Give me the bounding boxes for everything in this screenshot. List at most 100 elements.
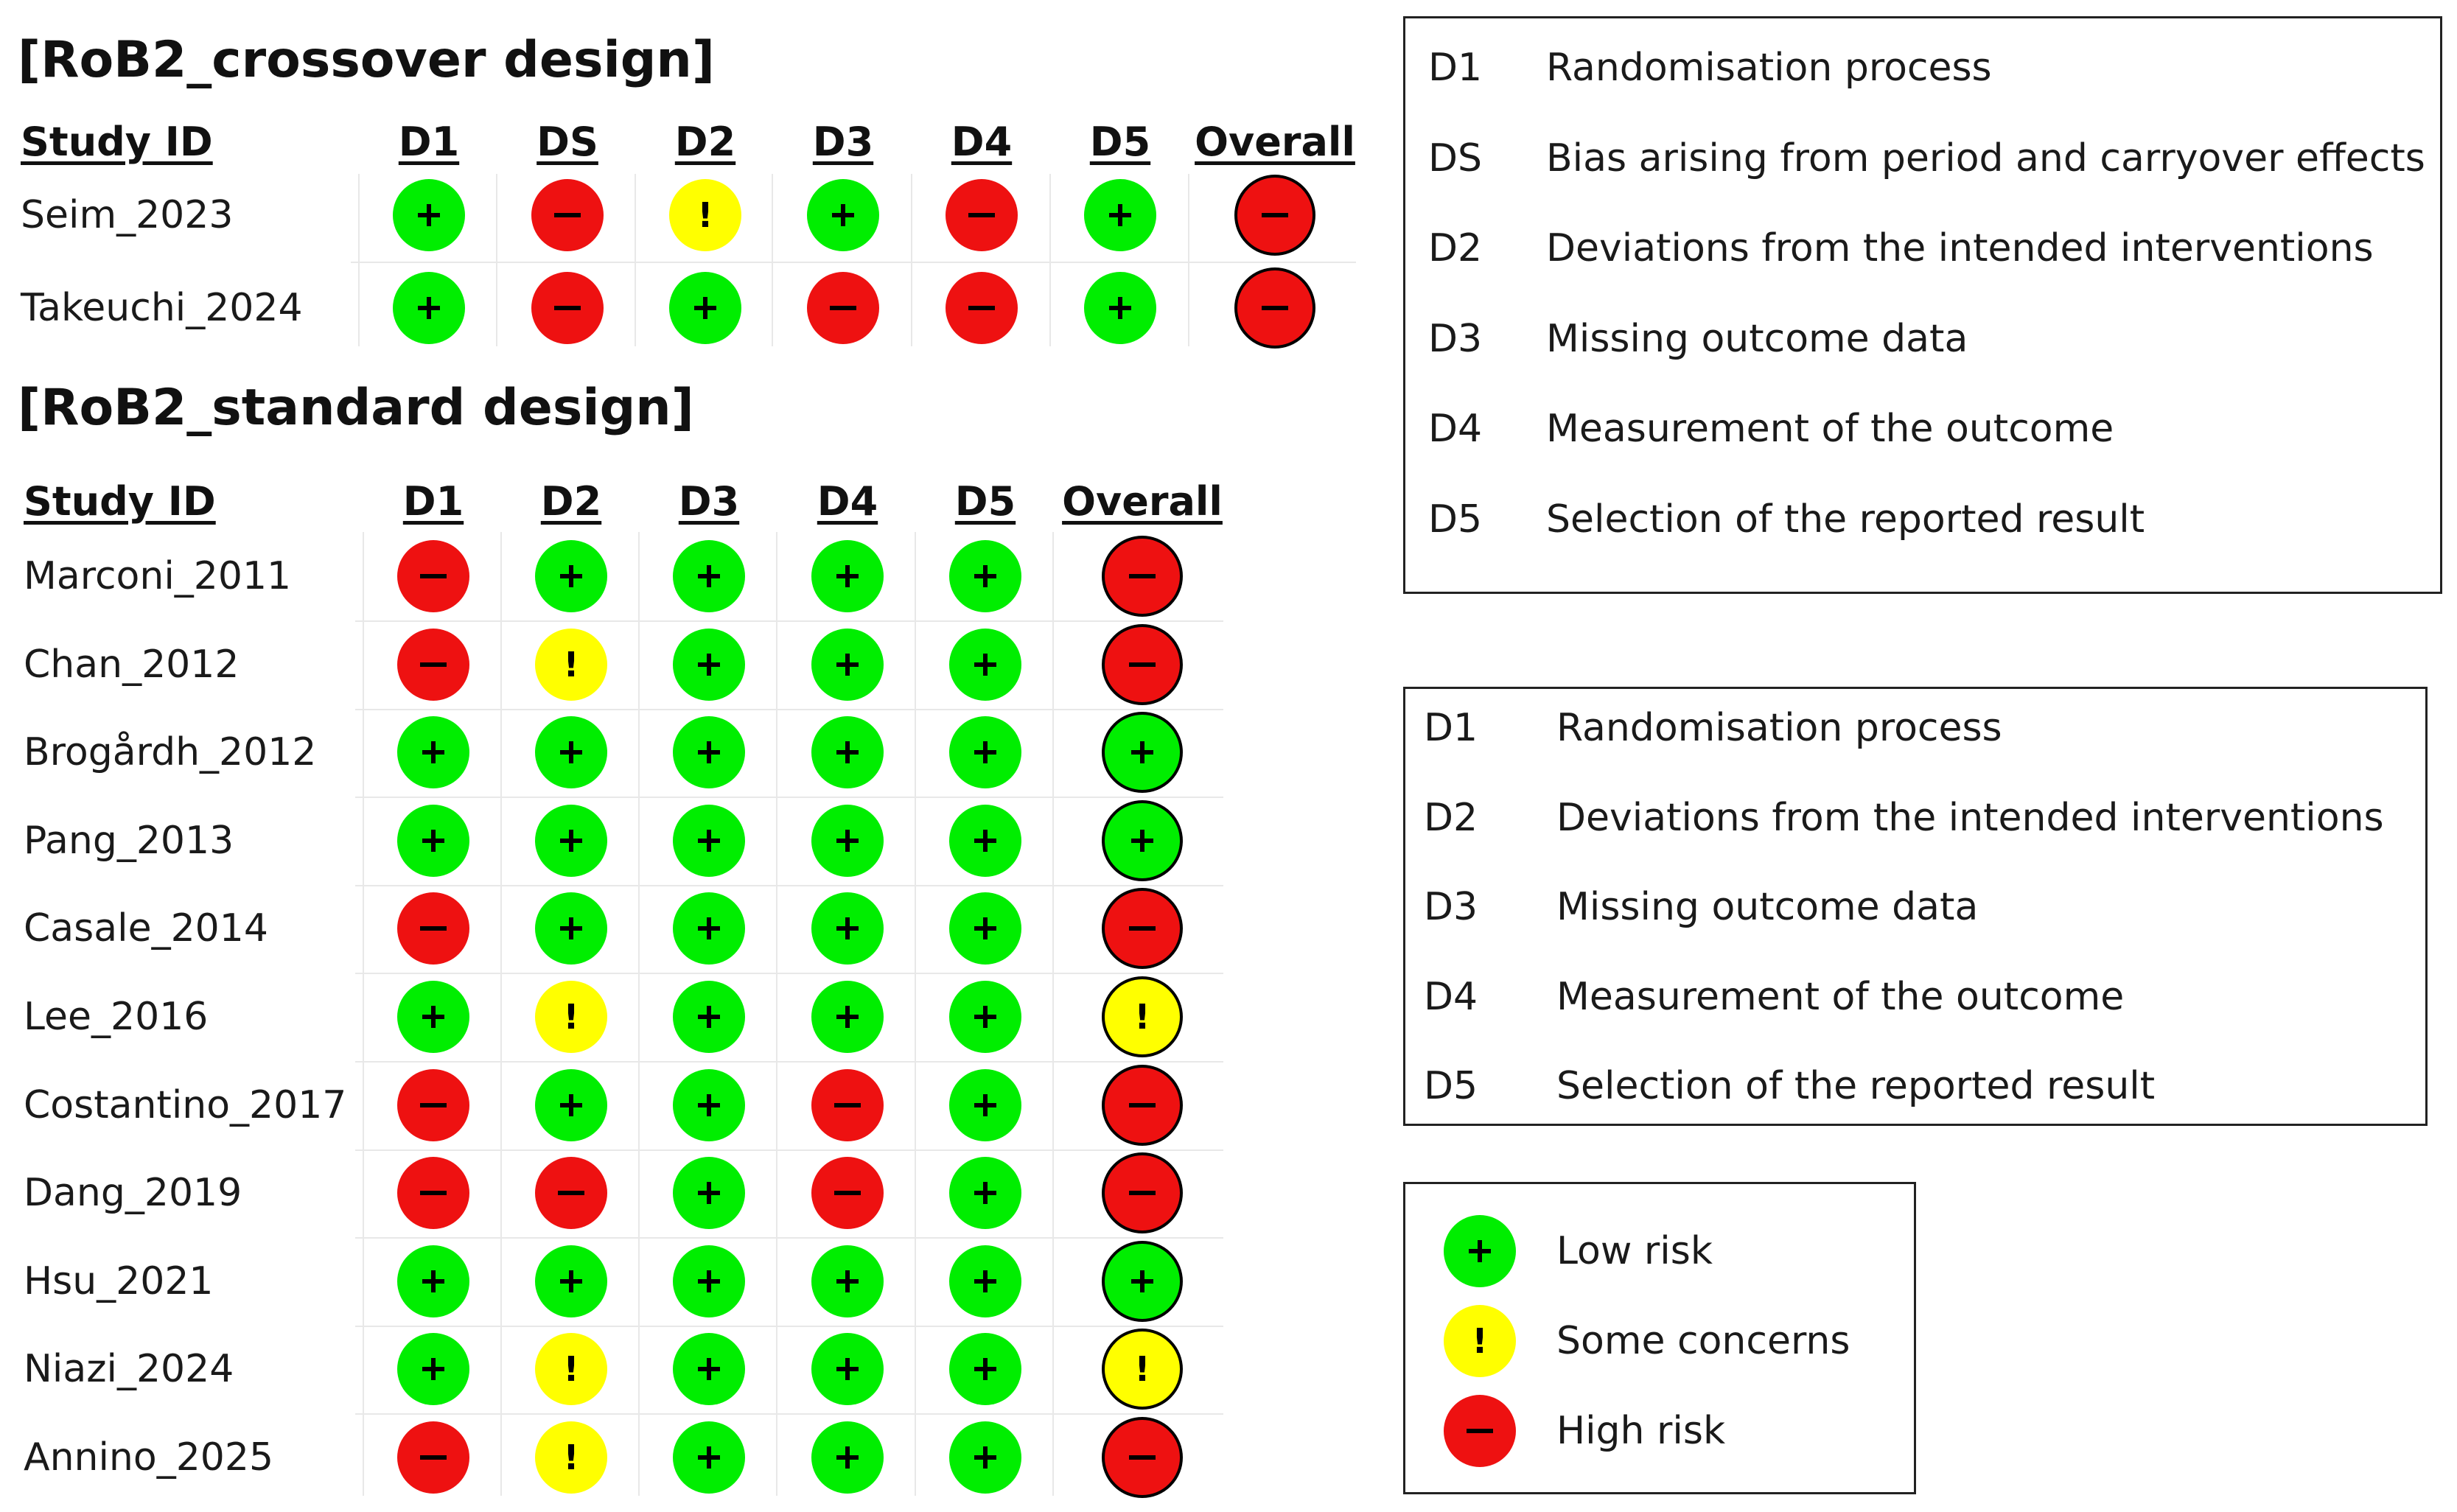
minus-icon xyxy=(1262,213,1288,217)
standard-grid-hline xyxy=(355,709,1223,710)
crossover-column-header: D1 xyxy=(398,119,460,165)
minus-icon xyxy=(1467,1429,1493,1433)
plus-icon xyxy=(974,830,996,852)
standard-judgement-dot xyxy=(673,1333,745,1405)
minus-icon xyxy=(1129,1191,1156,1195)
plus-icon xyxy=(698,654,720,676)
standard-study-id-header: Study ID xyxy=(24,478,216,525)
crossover-study-name: Takeuchi_2024 xyxy=(21,286,303,330)
standard-judgement-dot xyxy=(1102,1152,1183,1233)
crossover-grid-vline xyxy=(496,174,497,346)
minus-icon xyxy=(420,574,447,578)
plus-icon xyxy=(1469,1240,1491,1262)
standard-judgement-dot xyxy=(1102,624,1183,705)
crossover-section-title: [RoB2_crossover design] xyxy=(18,31,715,89)
legend_crossover-description: Bias arising from period and carryover e… xyxy=(1546,136,2425,181)
standard-judgement-dot xyxy=(397,716,469,788)
standard-judgement-dot xyxy=(811,805,884,877)
plus-icon xyxy=(698,1446,720,1469)
standard-judgement-dot xyxy=(811,716,884,788)
plus-icon xyxy=(560,917,582,939)
crossover-judgement-dot: ! xyxy=(669,179,741,251)
plus-icon xyxy=(422,1006,444,1028)
plus-icon xyxy=(698,1182,720,1204)
standard-judgement-dot: ! xyxy=(1102,1329,1183,1410)
standard-judgement-dot xyxy=(535,1245,607,1317)
legend_crossover-description: Randomisation process xyxy=(1546,46,1992,90)
exclamation-icon: ! xyxy=(1134,1349,1150,1389)
standard-study-name: Hsu_2021 xyxy=(24,1259,214,1303)
standard-study-name: Pang_2013 xyxy=(24,819,234,863)
crossover-judgement-dot xyxy=(669,272,741,344)
legend_crossover-description: Missing outcome data xyxy=(1546,316,1968,361)
standard-judgement-dot: ! xyxy=(535,981,607,1053)
plus-icon xyxy=(1131,1270,1153,1292)
plus-icon xyxy=(836,565,859,587)
standard-judgement-dot xyxy=(673,540,745,612)
standard-grid-hline xyxy=(355,1237,1223,1239)
standard-judgement-dot xyxy=(397,805,469,877)
standard-grid-hline xyxy=(355,620,1223,622)
standard-grid-hline xyxy=(355,973,1223,974)
crossover-judgement-dot xyxy=(531,272,604,344)
plus-icon xyxy=(560,1094,582,1116)
standard-judgement-dot xyxy=(811,981,884,1053)
plus-icon xyxy=(836,917,859,939)
standard-study-name: Lee_2016 xyxy=(24,995,209,1039)
plus-icon xyxy=(698,1006,720,1028)
plus-icon xyxy=(974,1094,996,1116)
legend_crossover-description: Measurement of the outcome xyxy=(1546,407,2114,452)
crossover-grid-vline xyxy=(911,174,912,346)
standard-grid-vline xyxy=(1052,532,1054,1496)
standard-judgement-dot xyxy=(673,629,745,701)
standard-study-name: Brogårdh_2012 xyxy=(24,730,317,774)
plus-icon xyxy=(560,741,582,763)
legend_standard-code: D2 xyxy=(1424,795,1478,840)
standard-judgement-dot xyxy=(535,716,607,788)
exclamation-icon: ! xyxy=(563,997,579,1037)
crossover-column-header: D2 xyxy=(674,119,736,165)
standard-judgement-dot xyxy=(673,1245,745,1317)
standard-grid-vline xyxy=(776,532,777,1496)
standard-judgement-dot xyxy=(397,1333,469,1405)
legend-high-dot xyxy=(1444,1395,1516,1467)
standard-study-name: Annino_2025 xyxy=(24,1435,274,1480)
standard-grid-hline xyxy=(355,1061,1223,1063)
standard-judgement-dot xyxy=(673,805,745,877)
standard-judgement-dot xyxy=(673,1157,745,1229)
minus-icon xyxy=(420,1103,447,1107)
standard-judgement-dot xyxy=(1102,712,1183,793)
crossover-judgement-dot xyxy=(531,179,604,251)
minus-icon xyxy=(420,926,447,931)
minus-icon xyxy=(834,1191,861,1195)
minus-icon xyxy=(834,1103,861,1107)
legend_crossover-code: D4 xyxy=(1428,407,1483,452)
standard-judgement-dot xyxy=(949,892,1021,965)
standard-grid-hline xyxy=(355,1413,1223,1415)
minus-icon xyxy=(558,1191,584,1195)
standard-grid-vline xyxy=(363,532,364,1496)
crossover-column-header: D3 xyxy=(812,119,874,165)
plus-icon xyxy=(422,1270,444,1292)
minus-icon xyxy=(420,1191,447,1195)
standard-judgement-dot xyxy=(535,1157,607,1229)
plus-icon xyxy=(836,830,859,852)
plus-icon xyxy=(560,565,582,587)
legend_crossover-description: Selection of the reported result xyxy=(1546,497,2145,542)
crossover-column-header: Overall xyxy=(1195,119,1355,165)
standard-judgement-dot: ! xyxy=(535,1421,607,1494)
plus-icon xyxy=(974,1182,996,1204)
crossover-grid-vline xyxy=(635,174,636,346)
standard-judgement-dot xyxy=(949,629,1021,701)
standard-grid-vline xyxy=(638,532,640,1496)
standard-judgement-dot xyxy=(949,1157,1021,1229)
standard-judgement-dot: ! xyxy=(535,629,607,701)
standard-judgement-dot xyxy=(811,1157,884,1229)
minus-icon xyxy=(554,306,581,310)
standard-judgement-dot xyxy=(811,892,884,965)
standard-study-name: Chan_2012 xyxy=(24,643,240,687)
standard-column-header: D5 xyxy=(954,478,1016,525)
crossover-grid-vline xyxy=(772,174,773,346)
plus-icon xyxy=(836,1270,859,1292)
standard-domain-legend xyxy=(1403,687,2428,1126)
